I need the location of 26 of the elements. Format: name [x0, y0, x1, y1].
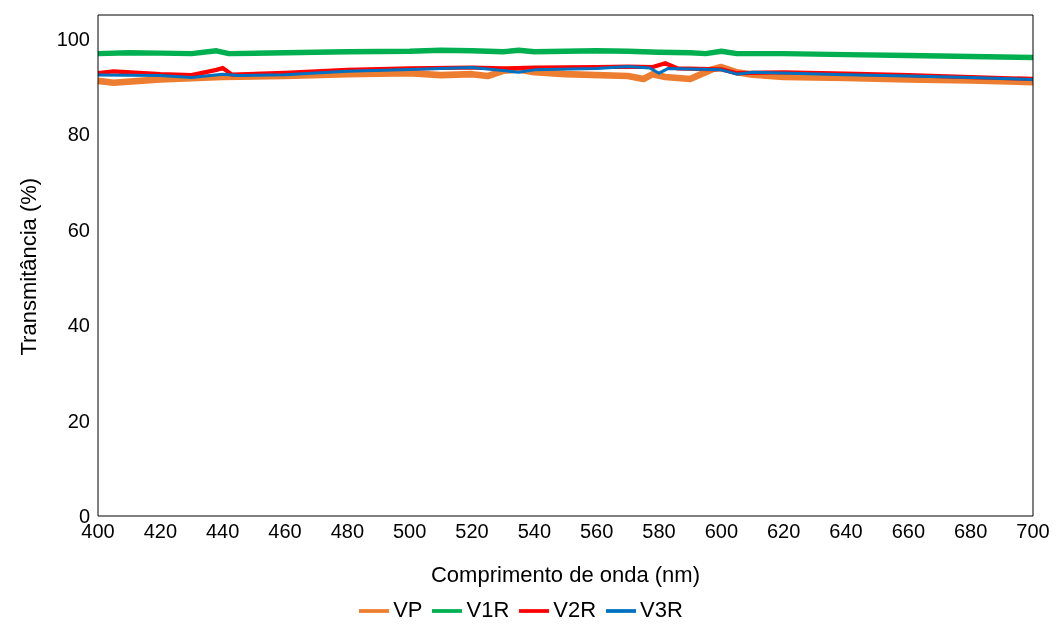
- legend-label: V1R: [466, 596, 510, 622]
- x-tick-label: 620: [766, 520, 801, 543]
- x-tick-label: 500: [392, 520, 427, 543]
- x-tick-label: 560: [579, 520, 614, 543]
- y-tick-label: 60: [67, 218, 90, 241]
- x-tick-label: 600: [704, 520, 739, 543]
- x-tick-label: 480: [330, 520, 365, 543]
- x-tick-label: 700: [1016, 520, 1050, 543]
- y-axis-title: Transmitância (%): [15, 177, 41, 356]
- x-tick-label: 440: [205, 520, 240, 543]
- legend-label: VP: [393, 596, 423, 622]
- x-tick-label: 640: [829, 520, 863, 543]
- y-tick-label: 40: [67, 314, 90, 337]
- x-tick-label: 660: [891, 520, 926, 543]
- x-tick-label: 680: [953, 520, 988, 543]
- legend-label: V2R: [553, 596, 597, 622]
- y-tick-label: 20: [67, 409, 90, 432]
- x-tick-label: 460: [268, 520, 302, 543]
- x-tick-label: 520: [455, 520, 489, 543]
- x-tick-label: 420: [143, 520, 178, 543]
- y-tick-label: 100: [56, 27, 90, 50]
- x-axis-title: Comprimento de onda (nm): [430, 562, 701, 587]
- legend-label: V3R: [640, 596, 683, 622]
- x-tick-label: 540: [517, 520, 552, 543]
- x-tick-label: 580: [642, 520, 676, 543]
- y-tick-label: 80: [67, 123, 90, 146]
